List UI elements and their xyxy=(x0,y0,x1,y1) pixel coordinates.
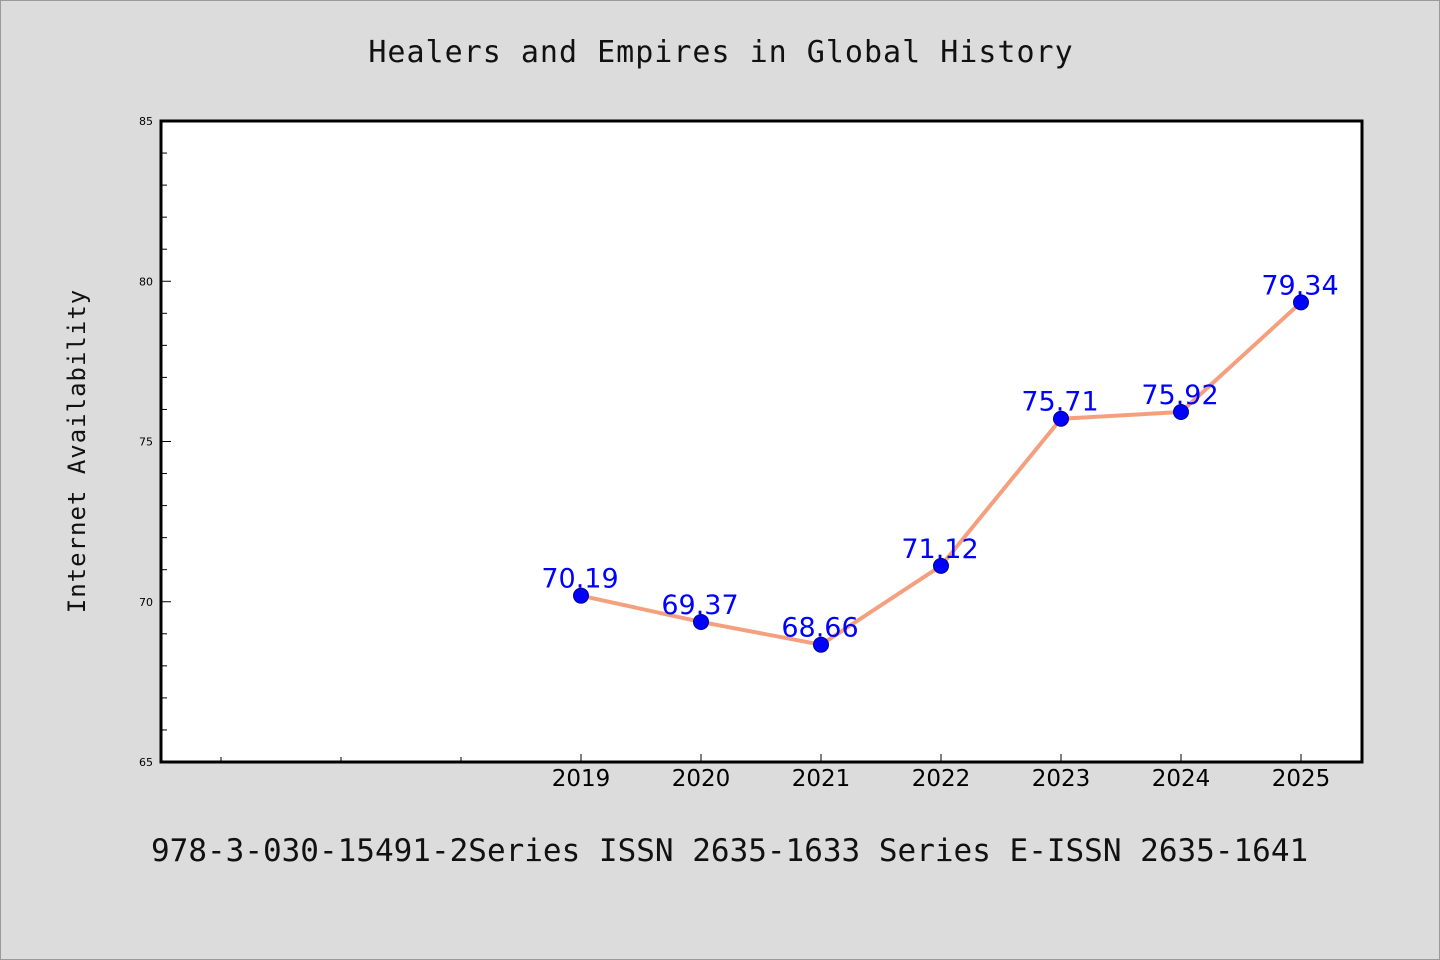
y-tick-label: 70 xyxy=(139,596,153,609)
y-axis: 65 70 75 80 85 xyxy=(139,115,171,769)
data-point-marker xyxy=(1293,294,1309,311)
y-tick-label: 85 xyxy=(139,115,153,128)
chart-title: Healers and Empires in Global History xyxy=(368,35,1074,70)
data-labels-group: 70.19 69.37 68.66 71.12 75.71 75.92 79.34 xyxy=(541,270,1338,643)
x-tick-label: 2020 xyxy=(672,766,731,792)
markers-group xyxy=(573,294,1309,653)
data-label: 68.66 xyxy=(781,613,858,644)
data-point-marker xyxy=(1173,404,1189,421)
y-tick-label: 65 xyxy=(139,756,153,769)
data-label: 71.12 xyxy=(901,534,978,565)
plot-area xyxy=(159,119,1364,764)
x-tick-label: 2023 xyxy=(1032,766,1091,792)
x-tick-label: 2019 xyxy=(552,766,611,792)
data-point-marker xyxy=(813,636,829,653)
data-label: 69.37 xyxy=(661,590,738,621)
x-tick-label: 2024 xyxy=(1152,766,1211,792)
x-tick-label: 2021 xyxy=(792,766,851,792)
y-tick-label: 75 xyxy=(139,436,153,449)
x-axis: 2019 2020 2021 2022 2023 2024 2025 xyxy=(220,754,1331,792)
data-label: 75.71 xyxy=(1021,387,1098,418)
data-point-marker xyxy=(933,557,949,574)
data-point-marker xyxy=(1053,410,1069,427)
x-tick-label: 2022 xyxy=(912,766,971,792)
data-label: 75.92 xyxy=(1141,380,1218,411)
data-point-marker xyxy=(573,587,589,604)
data-point-marker xyxy=(693,613,709,630)
x-tick-label: 2025 xyxy=(1272,766,1331,792)
y-tick-label: 80 xyxy=(139,275,153,288)
data-label: 79.34 xyxy=(1261,270,1338,301)
footer-isbn-issn: 978-3-030-15491-2Series ISSN 2635-1633 S… xyxy=(151,833,1309,869)
data-label: 70.19 xyxy=(541,564,618,595)
